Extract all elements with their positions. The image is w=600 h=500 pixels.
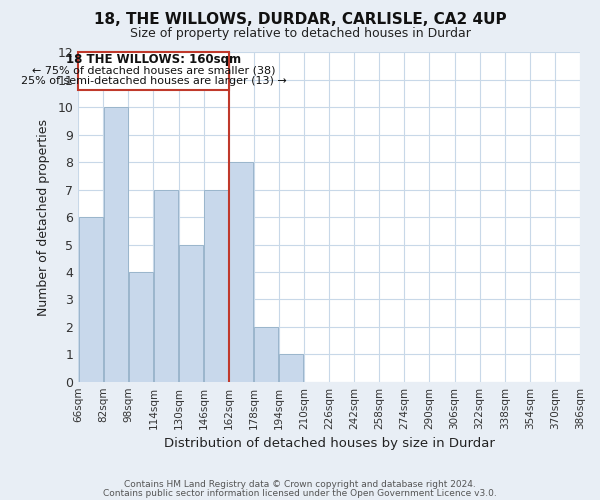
X-axis label: Distribution of detached houses by size in Durdar: Distribution of detached houses by size …: [164, 437, 494, 450]
Bar: [179, 244, 203, 382]
Text: Contains HM Land Registry data © Crown copyright and database right 2024.: Contains HM Land Registry data © Crown c…: [124, 480, 476, 489]
Text: 25% of semi-detached houses are larger (13) →: 25% of semi-detached houses are larger (…: [20, 76, 286, 86]
Text: Size of property relative to detached houses in Durdar: Size of property relative to detached ho…: [130, 28, 470, 40]
Bar: [129, 272, 153, 382]
Bar: [229, 162, 253, 382]
Bar: [79, 217, 103, 382]
Bar: [254, 327, 278, 382]
Bar: [280, 354, 304, 382]
Text: ← 75% of detached houses are smaller (38): ← 75% of detached houses are smaller (38…: [32, 66, 275, 76]
Text: Contains public sector information licensed under the Open Government Licence v3: Contains public sector information licen…: [103, 488, 497, 498]
Text: 18, THE WILLOWS, DURDAR, CARLISLE, CA2 4UP: 18, THE WILLOWS, DURDAR, CARLISLE, CA2 4…: [94, 12, 506, 28]
Bar: [154, 190, 178, 382]
Bar: [104, 108, 128, 382]
Text: 18 THE WILLOWS: 160sqm: 18 THE WILLOWS: 160sqm: [66, 53, 241, 66]
FancyBboxPatch shape: [78, 52, 229, 90]
Bar: [204, 190, 228, 382]
Y-axis label: Number of detached properties: Number of detached properties: [37, 118, 50, 316]
